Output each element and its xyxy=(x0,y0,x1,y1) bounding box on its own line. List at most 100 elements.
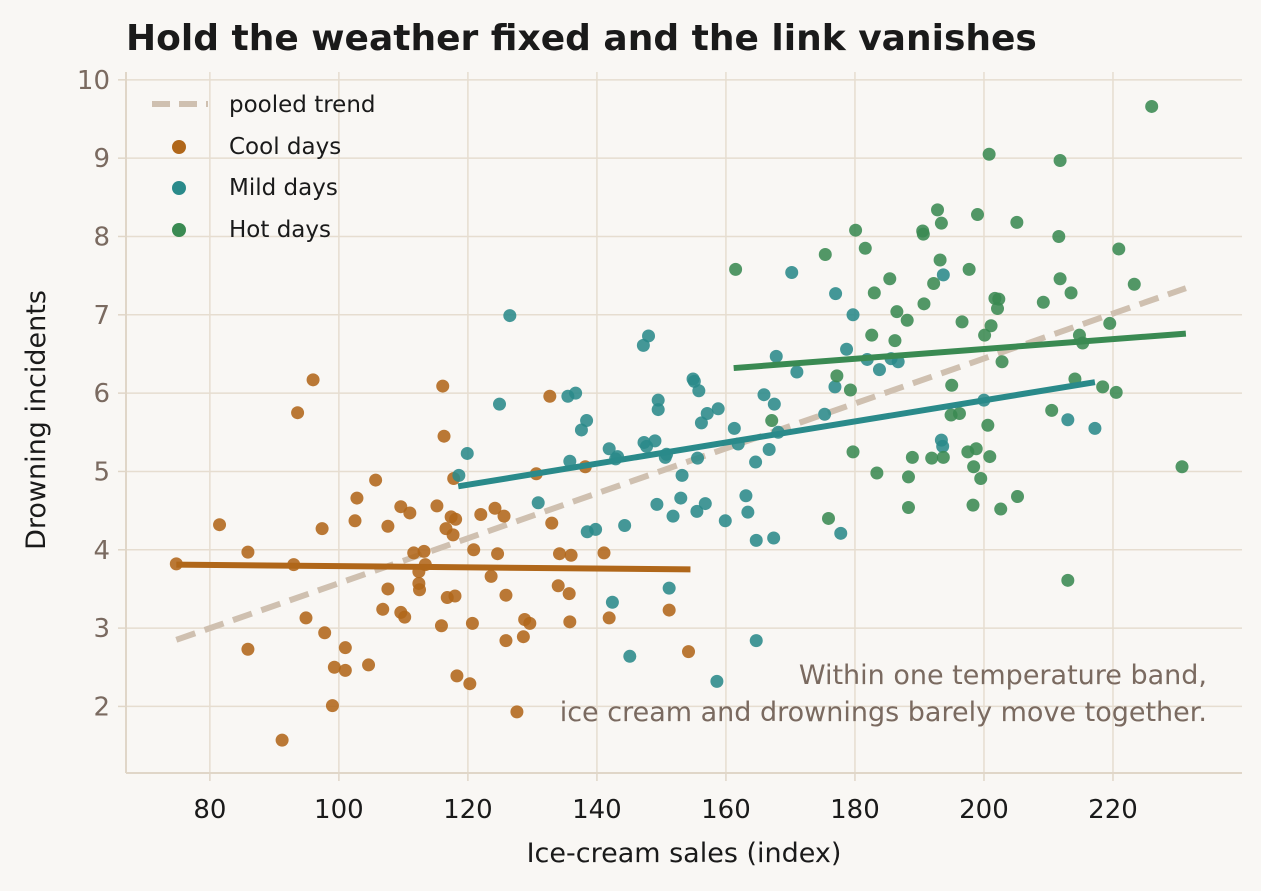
mild-day-point xyxy=(618,518,632,532)
mild-day-point xyxy=(872,363,886,377)
hot-day-point xyxy=(1064,286,1078,300)
mild-day-point xyxy=(452,468,466,482)
mild-day-point xyxy=(936,439,950,453)
cool-day-point xyxy=(241,642,255,656)
mild-day-point xyxy=(936,268,950,282)
hot-day-point xyxy=(900,313,914,327)
hot-day-point xyxy=(846,445,860,459)
mild-day-point xyxy=(829,287,843,301)
hot-day-point xyxy=(1036,295,1050,309)
hot-day-point xyxy=(952,406,966,420)
hot-fit-line xyxy=(733,330,1187,372)
hot-day-point xyxy=(858,241,872,255)
hot-day-point xyxy=(1096,380,1110,394)
mild-day-point xyxy=(785,266,799,280)
hot-day-point xyxy=(971,208,985,222)
cool-day-point xyxy=(552,547,566,561)
mild-day-point xyxy=(767,397,781,411)
hot-day-point xyxy=(1053,154,1067,168)
hot-day-point xyxy=(883,272,897,286)
cool-day-point xyxy=(338,641,352,655)
y-tick-label: 5 xyxy=(93,457,110,487)
y-axis-label: Drowning incidents xyxy=(21,290,52,550)
hot-day-point xyxy=(843,383,857,397)
hot-day-point xyxy=(905,450,919,464)
hot-day-point xyxy=(966,498,980,512)
hot-day-point xyxy=(1109,385,1123,399)
cool-day-point xyxy=(562,587,576,601)
x-axis-label: Ice-cream sales (index) xyxy=(527,838,842,869)
data-points xyxy=(169,99,1189,747)
mild-day-point xyxy=(666,509,680,523)
hot-day-point xyxy=(888,334,902,348)
y-tick-label: 10 xyxy=(77,66,110,96)
mild-day-point xyxy=(727,421,741,435)
y-tick-label: 3 xyxy=(93,614,110,644)
mild-day-point xyxy=(834,526,848,540)
cool-day-point xyxy=(474,508,488,522)
cool-day-point xyxy=(394,500,408,514)
mild-day-point xyxy=(580,414,594,428)
cool-day-point xyxy=(551,579,565,593)
mild-day-point xyxy=(662,581,676,595)
cool-day-point xyxy=(213,518,227,532)
hot-day-point xyxy=(936,450,950,464)
hot-day-point xyxy=(849,223,863,237)
cool-day-point xyxy=(430,499,444,513)
hot-day-point xyxy=(729,262,743,276)
mild-day-point xyxy=(651,393,665,407)
mild-day-point xyxy=(602,442,616,456)
cool-day-point xyxy=(381,519,395,533)
hot-day-point xyxy=(917,297,931,311)
hot-day-point xyxy=(1052,229,1066,243)
y-tick-label: 4 xyxy=(93,536,110,566)
cool-day-point xyxy=(491,547,505,561)
cool-day-point xyxy=(275,733,289,747)
mild-day-point xyxy=(700,406,714,420)
hot-day-point xyxy=(901,500,915,514)
chart-title: Hold the weather fixed and the link vani… xyxy=(126,18,1037,59)
x-tick-label: 120 xyxy=(443,795,493,825)
hot-day-point xyxy=(916,227,930,241)
cool-day-point xyxy=(488,501,502,515)
hot-day-point xyxy=(1103,316,1117,330)
cool-day-point xyxy=(327,660,341,674)
hot-day-point xyxy=(983,450,997,464)
mild-day-point xyxy=(711,402,725,416)
annotation-line-2: ice cream and drownings barely move toge… xyxy=(560,697,1207,728)
cool-day-point xyxy=(543,389,557,403)
x-tick-label: 200 xyxy=(959,795,1009,825)
y-tick-label: 9 xyxy=(93,144,110,174)
cool-day-point xyxy=(398,610,412,624)
x-tick-labels: 80 100 120 140 160 180 200 220 xyxy=(193,795,1137,825)
hot-day-point xyxy=(992,292,1006,306)
cool-day-point xyxy=(682,645,696,659)
hot-day-point xyxy=(969,442,983,456)
mild-day-point xyxy=(642,329,656,343)
hot-day-point xyxy=(981,418,995,432)
cool-day-point xyxy=(499,634,513,648)
mild-day-point xyxy=(767,531,781,545)
mild-day-point xyxy=(749,455,763,469)
hot-day-point xyxy=(765,414,779,428)
hot-day-point xyxy=(945,378,959,392)
hot-day-point xyxy=(933,253,947,267)
cool-day-point xyxy=(306,373,320,387)
mild-day-point xyxy=(790,365,804,379)
y-tick-label: 7 xyxy=(93,301,110,331)
cool-day-point xyxy=(516,630,530,644)
cool-day-point xyxy=(350,491,364,505)
cool-day-point xyxy=(376,602,390,616)
cool-day-point xyxy=(563,615,577,629)
hot-day-point xyxy=(1011,490,1025,504)
hot-day-point xyxy=(978,328,992,342)
cool-day-point xyxy=(602,611,616,625)
cool-day-point xyxy=(465,616,479,630)
mild-day-point xyxy=(1061,413,1075,427)
hot-day-point xyxy=(974,472,988,486)
legend-hot-swatch xyxy=(172,223,186,237)
cool-day-point xyxy=(662,603,676,617)
mild-day-point xyxy=(674,491,688,505)
cool-day-point xyxy=(449,512,463,526)
